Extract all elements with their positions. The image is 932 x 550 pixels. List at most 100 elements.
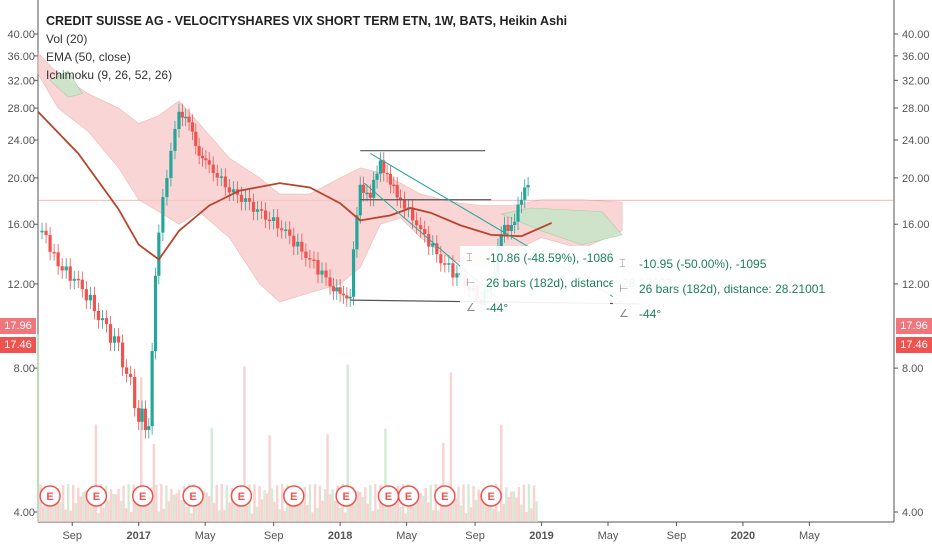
y-tick-label-left: 24.00 xyxy=(7,135,35,147)
candle-body xyxy=(324,270,328,278)
volume-bar xyxy=(427,502,430,522)
volume-bar xyxy=(318,485,322,522)
candle-body xyxy=(268,219,272,222)
candle-body xyxy=(52,251,56,254)
volume-bar xyxy=(185,507,188,522)
volume-bar xyxy=(243,366,246,522)
volume-bar xyxy=(170,488,173,522)
x-tick-label: Sep xyxy=(264,530,284,542)
measure-box-2[interactable]: ⌶ -10.95 (-50.00%), -1095 ⊢ 26 bars (182d)… xyxy=(613,252,825,327)
candle-body xyxy=(194,131,198,146)
earnings-marker xyxy=(182,485,204,507)
x-tick-label: May xyxy=(799,530,820,542)
volume-bar xyxy=(245,505,249,522)
indicator-volume[interactable]: Vol (20) xyxy=(46,32,88,46)
candle-body xyxy=(96,310,101,321)
volume-bar xyxy=(396,486,400,522)
indicator-ichimoku[interactable]: Ichimoku (9, 26, 52, 26) xyxy=(46,68,173,82)
candle-body xyxy=(335,287,339,292)
ichimoku-cloud-green xyxy=(49,70,83,98)
volume-bar xyxy=(180,499,183,522)
ema-line xyxy=(37,111,552,261)
candle-body xyxy=(56,252,60,267)
volume-bar xyxy=(479,493,483,522)
candle-body xyxy=(345,295,349,299)
earnings-marker-label: E xyxy=(46,491,53,503)
volume-bar xyxy=(134,504,138,522)
candle-body xyxy=(197,145,201,156)
volume-bar xyxy=(507,497,510,522)
volume-bar xyxy=(326,434,329,522)
candle-body xyxy=(439,254,443,264)
volume-bar xyxy=(104,485,108,522)
volume-bar xyxy=(517,487,521,522)
candle-body xyxy=(427,234,431,247)
volume-bar xyxy=(510,491,513,522)
volume-bar xyxy=(331,489,334,522)
volume-bar xyxy=(145,491,148,522)
candle-body xyxy=(177,111,181,130)
indicator-ema[interactable]: EMA (50, close) xyxy=(46,50,131,64)
measure-box-1[interactable]: ⌶ -10.86 (-48.59%), -1086 ⊢ 26 bars (182d)… xyxy=(460,246,672,321)
volume-bar xyxy=(336,485,339,522)
volume-bar xyxy=(275,485,279,522)
volume-bar xyxy=(162,508,166,522)
volume-bar xyxy=(328,494,332,522)
earnings-marker-label: E xyxy=(405,491,412,503)
volume-bar xyxy=(333,500,337,522)
volume-bar xyxy=(369,484,372,522)
x-tick-label: Sep xyxy=(62,530,82,542)
candle-body xyxy=(382,160,386,173)
candle-body xyxy=(207,160,211,165)
candle-body xyxy=(368,192,372,198)
candle-body xyxy=(341,293,346,296)
volume-bar xyxy=(56,488,60,522)
volume-bar xyxy=(437,510,440,522)
candle-body xyxy=(150,351,154,427)
volume-bar xyxy=(200,498,203,522)
candle-body xyxy=(165,177,169,198)
volume-bar xyxy=(497,511,500,522)
candle-body xyxy=(64,266,68,271)
volume-bar xyxy=(477,489,480,522)
y-tick-label-left: 8.00 xyxy=(14,363,35,375)
candle-body xyxy=(348,296,352,299)
last-price-tag-left: 17.96 xyxy=(0,318,36,334)
volume-bar xyxy=(109,489,113,522)
volume-bar xyxy=(172,494,176,522)
earnings-marker xyxy=(230,485,253,507)
y-tick-label-right: 36.00 xyxy=(902,51,930,63)
ruler-icon: ⊢ xyxy=(466,277,476,289)
volume-bar xyxy=(225,485,229,522)
volume-bar xyxy=(160,484,163,522)
volume-bar xyxy=(122,485,125,522)
candle-body xyxy=(362,184,366,193)
earnings-marker-label: E xyxy=(441,491,448,503)
candle-body xyxy=(204,158,208,161)
candle-body xyxy=(231,189,235,193)
earnings-marker xyxy=(39,485,61,507)
volume-bar xyxy=(348,504,352,522)
volume-bar xyxy=(472,485,475,522)
candle-body xyxy=(365,192,369,195)
volume-bar xyxy=(283,511,286,522)
y-tick-label-right: 40.00 xyxy=(902,29,930,41)
volume-bar xyxy=(487,501,490,522)
volume-bar xyxy=(92,505,95,522)
volume-bar xyxy=(422,495,425,522)
volume-bar xyxy=(338,507,342,522)
x-tick-label: 2018 xyxy=(328,530,352,542)
volume-bar xyxy=(157,511,161,522)
volume-bar xyxy=(303,486,307,522)
volume-bar xyxy=(67,484,70,522)
x-tick-label: Sep xyxy=(667,530,687,542)
volume-bar xyxy=(150,487,153,522)
symbol-title: CREDIT SUISSE AG - VELOCITYSHARES VIX SH… xyxy=(46,14,568,28)
volume-bar xyxy=(213,502,216,522)
y-tick-label-left: 28.00 xyxy=(7,103,35,115)
last-price-tag-right: 17.96 xyxy=(896,318,932,334)
volume-bar xyxy=(424,488,427,522)
measure-change: -10.86 (-48.59%), -1086 xyxy=(486,251,614,265)
volume-bar xyxy=(389,493,392,522)
candle-body xyxy=(80,279,84,290)
